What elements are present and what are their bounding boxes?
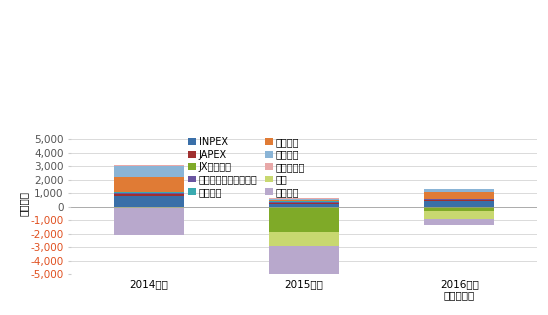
Bar <box>269 207 339 232</box>
Bar <box>425 192 494 199</box>
Bar <box>269 198 339 199</box>
Bar <box>425 211 494 219</box>
Bar <box>425 189 494 192</box>
Bar <box>114 193 184 194</box>
Bar <box>114 192 184 193</box>
Bar <box>114 208 184 235</box>
Bar <box>269 200 339 201</box>
Bar <box>114 194 184 196</box>
Bar <box>269 199 339 200</box>
Bar <box>425 201 494 207</box>
Bar <box>269 232 339 246</box>
Bar <box>425 199 494 200</box>
Y-axis label: （億円）: （億円） <box>19 191 29 216</box>
Bar <box>269 203 339 204</box>
Bar <box>114 165 184 166</box>
Bar <box>269 204 339 207</box>
Bar <box>425 207 494 211</box>
Bar <box>425 219 494 226</box>
Bar <box>269 201 339 202</box>
Bar <box>114 177 184 192</box>
Bar <box>269 202 339 203</box>
Bar <box>269 246 339 282</box>
Legend: INPEX, JAPEX, JX石油開発, コスモエネルギー開発, 出光與産, 三菱商事, 三井物産, 伊藤忠商事, 丸紅, 住友商事: INPEX, JAPEX, JX石油開発, コスモエネルギー開発, 出光與産, … <box>188 137 305 197</box>
Bar <box>114 166 184 177</box>
Bar <box>114 196 184 207</box>
Bar <box>114 207 184 208</box>
Bar <box>425 200 494 201</box>
